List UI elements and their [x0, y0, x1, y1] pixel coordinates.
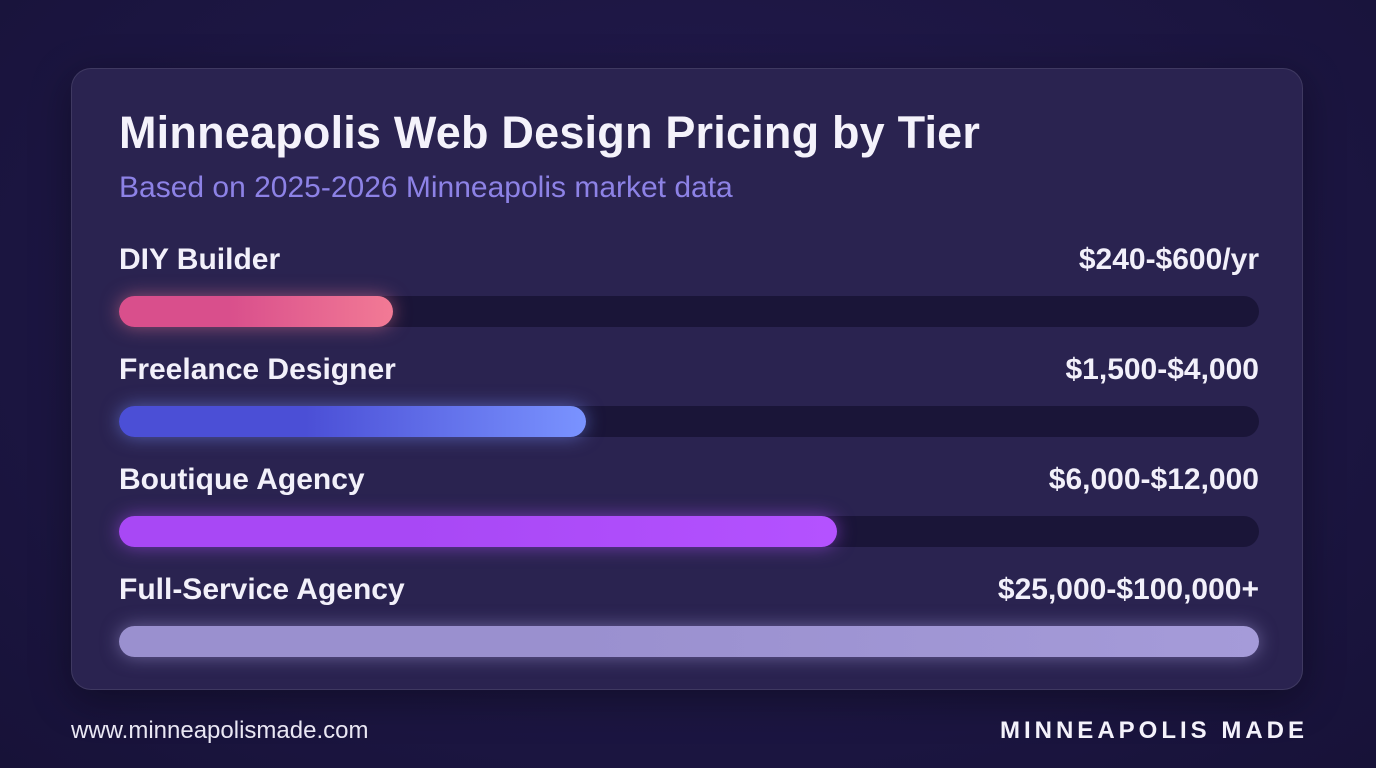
- value-label: $25,000-$100,000+: [997, 573, 1259, 606]
- footer-brand: MINNEAPOLIS MADE: [999, 717, 1308, 744]
- bar-row: Boutique Agency $6,000-$12,000: [119, 463, 1259, 547]
- pricing-chart-card: Minneapolis Web Design Pricing by Tier B…: [71, 68, 1303, 690]
- bar-track: [119, 516, 1259, 547]
- bar-track: [119, 626, 1259, 657]
- bar-row: DIY Builder $240-$600/yr: [119, 243, 1259, 327]
- category-label: Boutique Agency: [119, 463, 365, 496]
- bar-fill: [119, 516, 837, 547]
- chart-subtitle: Based on 2025-2026 Minneapolis market da…: [119, 171, 733, 204]
- bar-track: [119, 296, 1259, 327]
- bar-fill: [119, 296, 393, 327]
- category-label: Freelance Designer: [119, 353, 396, 386]
- category-label: Full-Service Agency: [119, 573, 405, 606]
- bar-track: [119, 406, 1259, 437]
- bar-fill: [119, 626, 1259, 657]
- value-label: $1,500-$4,000: [1065, 353, 1259, 386]
- value-label: $6,000-$12,000: [1048, 463, 1259, 496]
- bar-fill: [119, 406, 586, 437]
- category-label: DIY Builder: [119, 243, 281, 276]
- bar-row: Full-Service Agency $25,000-$100,000+: [119, 573, 1259, 657]
- chart-title: Minneapolis Web Design Pricing by Tier: [119, 107, 981, 158]
- bar-row: Freelance Designer $1,500-$4,000: [119, 353, 1259, 437]
- footer-url: www.minneapolismade.com: [71, 717, 369, 744]
- value-label: $240-$600/yr: [1078, 243, 1259, 276]
